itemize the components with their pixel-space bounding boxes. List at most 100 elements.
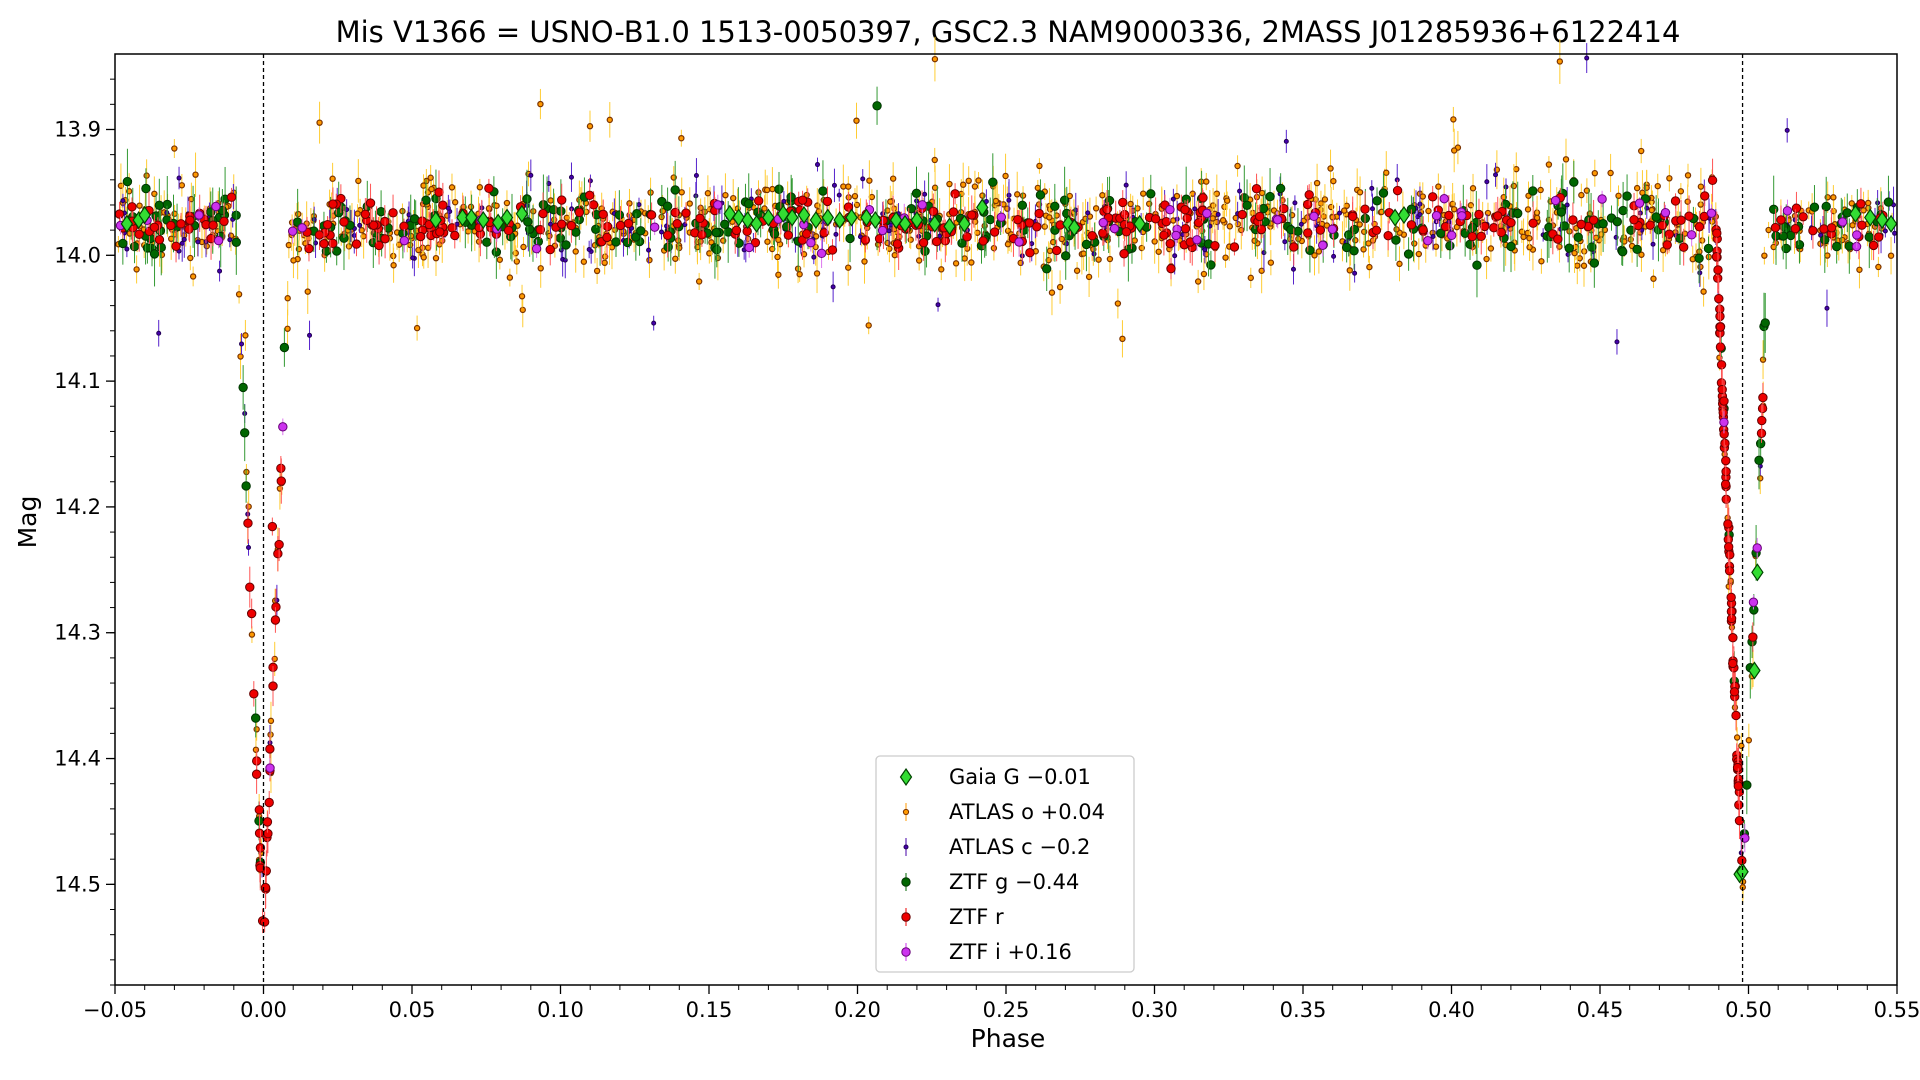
data-point (626, 200, 633, 207)
data-point (354, 210, 361, 217)
data-point (866, 177, 873, 184)
data-point (1348, 211, 1358, 222)
data-point (957, 238, 967, 248)
data-point (775, 236, 782, 244)
data-point (915, 257, 923, 264)
data-point (1017, 200, 1028, 211)
data-point (1651, 212, 1661, 222)
data-point (753, 196, 764, 206)
data-point (249, 689, 259, 699)
data-point (1331, 253, 1337, 259)
data-point (1528, 218, 1538, 228)
data-point (1150, 214, 1161, 224)
data-point (1360, 246, 1367, 253)
data-point (355, 177, 362, 185)
data-point (523, 217, 533, 227)
data-point (1155, 248, 1162, 255)
data-point (1714, 293, 1724, 304)
data-point (988, 177, 998, 187)
data-point (1474, 209, 1484, 220)
data-point (1686, 230, 1697, 240)
data-point (1025, 248, 1035, 258)
data-point (1538, 258, 1545, 265)
data-point (1056, 283, 1064, 291)
data-point (1781, 243, 1791, 254)
data-point (1378, 188, 1389, 198)
data-point (632, 208, 642, 219)
data-point (1520, 233, 1527, 241)
data-point (1193, 218, 1204, 228)
data-point (1393, 226, 1400, 233)
data-point (1706, 208, 1717, 218)
data-point (1304, 190, 1314, 200)
data-point (1051, 245, 1062, 256)
data-point (1626, 225, 1636, 235)
data-point (1732, 762, 1743, 773)
data-point (678, 134, 685, 142)
data-point (1341, 207, 1348, 214)
data-point (860, 235, 871, 245)
data-point (1121, 227, 1132, 237)
data-point (248, 631, 256, 638)
data-point (120, 198, 126, 204)
x-axis: −0.05 0.00 0.05 0.10 0.15 0.20 0.25 0.30 0.35 0.4… (83, 985, 1920, 1022)
data-point (1073, 267, 1081, 274)
gaia-point (456, 208, 469, 227)
data-point (1720, 438, 1730, 449)
data-point (911, 188, 922, 198)
data-point (1062, 208, 1072, 219)
data-point (314, 230, 325, 240)
data-point (1733, 734, 1741, 741)
data-point (1019, 192, 1027, 199)
series-2 (120, 43, 1898, 878)
data-point (251, 769, 262, 779)
data-point (1819, 224, 1829, 234)
gaia-point (943, 217, 956, 236)
data-point (1272, 215, 1283, 225)
data-point (1292, 200, 1298, 206)
data-point (1715, 322, 1726, 332)
data-point (1087, 231, 1097, 241)
data-point (1311, 252, 1318, 259)
data-point (284, 295, 291, 302)
legend-marker (901, 912, 911, 922)
data-point (1427, 192, 1438, 202)
data-point (1450, 206, 1458, 213)
x-tick-label: 0.30 (1131, 998, 1178, 1022)
data-point (1637, 147, 1645, 155)
data-point (1302, 199, 1313, 210)
data-point (265, 744, 275, 754)
data-point (537, 100, 544, 108)
data-point (704, 190, 712, 197)
data-point (646, 210, 657, 220)
data-point (535, 225, 546, 235)
data-point (328, 199, 338, 209)
data-point (1210, 240, 1220, 251)
data-point (1790, 223, 1801, 234)
data-point (693, 172, 699, 178)
data-point (1874, 232, 1884, 242)
data-point (563, 214, 571, 221)
data-point (1678, 242, 1689, 252)
legend-label: ATLAS c −0.2 (949, 835, 1090, 859)
data-point (1506, 217, 1516, 228)
data-point (1258, 203, 1269, 214)
gaia-point (898, 214, 912, 233)
data-point (819, 228, 829, 238)
data-point (1733, 781, 1744, 791)
data-point (548, 204, 559, 215)
data-point (217, 268, 223, 274)
data-point (922, 191, 928, 197)
data-point (935, 302, 941, 308)
data-point (445, 205, 451, 211)
data-point (646, 256, 653, 264)
data-point (775, 271, 782, 278)
data-point (811, 254, 817, 260)
data-point (1119, 335, 1126, 343)
data-point (1496, 227, 1507, 238)
data-point (1256, 224, 1267, 235)
legend-label: ZTF g −0.44 (949, 870, 1079, 894)
data-point (1223, 197, 1231, 204)
data-point (1848, 200, 1855, 207)
gaia-point (515, 204, 529, 223)
